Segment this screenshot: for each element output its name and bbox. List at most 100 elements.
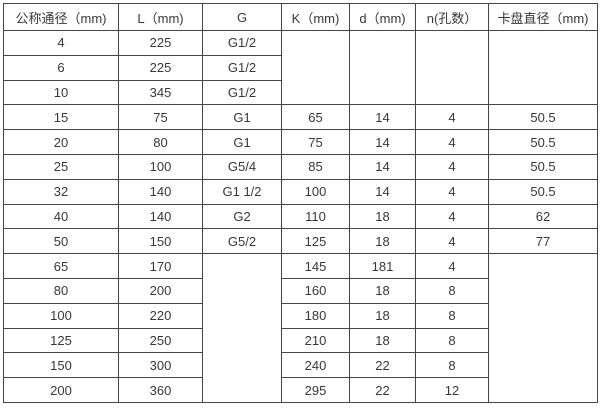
cell-L: 360 — [118, 377, 203, 403]
cell-K: 100 — [281, 178, 350, 205]
cell-n: 8 — [415, 327, 489, 354]
cell-K: 75 — [281, 129, 350, 155]
cell-nominal: 20 — [3, 129, 119, 155]
cell-L: 220 — [118, 302, 203, 329]
cell-n: 4 — [415, 228, 489, 255]
header-row: 公称通径（mm) L（mm) G K（mm) d（mm) n(孔数） 卡盘直径（… — [3, 3, 598, 31]
cell-L: 300 — [118, 352, 203, 379]
cell-nominal: 4 — [3, 30, 119, 56]
cell-L: 100 — [118, 153, 203, 180]
cell-K: 145 — [281, 253, 350, 279]
cell-G: G1/2 — [202, 30, 282, 56]
cell-nominal: 50 — [3, 228, 119, 255]
table-row: 50 150 G5/2 125 18 4 77 — [3, 228, 598, 255]
cell-K: 65 — [281, 104, 350, 131]
cell-G: G5/4 — [202, 153, 282, 180]
table-row: 6 225 G1/2 — [3, 54, 598, 81]
cell-L: 140 — [118, 178, 203, 205]
cell-d: 18 — [349, 327, 416, 354]
table-row: 40 140 G2 110 18 4 62 — [3, 203, 598, 230]
empty-merged-cell-chuck — [488, 29, 598, 106]
cell-n: 8 — [415, 277, 489, 304]
cell-nominal: 6 — [3, 54, 119, 81]
cell-nominal: 150 — [3, 352, 119, 379]
cell-L: 200 — [118, 277, 203, 304]
col-header-n-holes: n(孔数） — [415, 3, 489, 31]
cell-chuck: 50.5 — [488, 104, 598, 131]
cell-L: 170 — [118, 253, 203, 279]
cell-L: 250 — [118, 327, 203, 354]
table-row: 15 75 G1 65 14 4 50.5 — [3, 104, 598, 131]
cell-n: 4 — [415, 203, 489, 230]
cell-n: 4 — [415, 129, 489, 155]
cell-n: 8 — [415, 352, 489, 379]
cell-chuck: 50.5 — [488, 153, 598, 180]
cell-d: 14 — [349, 129, 416, 155]
table-row: 10 345 G1/2 — [3, 79, 598, 106]
table-row: 20 80 G1 75 14 4 50.5 — [3, 129, 598, 155]
cell-nominal: 25 — [3, 153, 119, 180]
cell-K: 85 — [281, 153, 350, 180]
cell-L: 75 — [118, 104, 203, 131]
cell-chuck: 77 — [488, 228, 598, 255]
cell-G: G2 — [202, 203, 282, 230]
cell-L: 345 — [118, 79, 203, 106]
cell-K: 160 — [281, 277, 350, 304]
cell-d: 18 — [349, 302, 416, 329]
col-header-chuck-diameter: 卡盘直径（mm) — [488, 3, 598, 31]
cell-nominal: 100 — [3, 302, 119, 329]
cell-nominal: 65 — [3, 253, 119, 279]
cell-K: 125 — [281, 228, 350, 255]
table-row: 32 140 G1 1/2 100 14 4 50.5 — [3, 178, 598, 205]
cell-d: 18 — [349, 228, 416, 255]
cell-G: G1/2 — [202, 54, 282, 81]
empty-merged-cell-G — [202, 253, 282, 403]
spec-table: 公称通径（mm) L（mm) G K（mm) d（mm) n(孔数） 卡盘直径（… — [3, 3, 598, 403]
cell-nominal: 10 — [3, 79, 119, 106]
cell-n: 12 — [415, 377, 489, 403]
cell-d: 181 — [349, 253, 416, 279]
cell-chuck: 50.5 — [488, 129, 598, 155]
cell-nominal: 80 — [3, 277, 119, 304]
col-header-d: d（mm) — [349, 3, 416, 31]
empty-merged-cell-n — [415, 29, 489, 106]
cell-L: 225 — [118, 30, 203, 56]
cell-d: 18 — [349, 203, 416, 230]
cell-d: 22 — [349, 352, 416, 379]
cell-nominal: 40 — [3, 203, 119, 230]
cell-d: 14 — [349, 178, 416, 205]
table-row: 100 220 180 18 8 — [3, 302, 598, 329]
cell-d: 14 — [349, 153, 416, 180]
cell-n: 4 — [415, 104, 489, 131]
cell-K: 110 — [281, 203, 350, 230]
table-row: 125 250 210 18 8 — [3, 327, 598, 354]
empty-merged-cell-d — [349, 29, 416, 106]
cell-G: G1 — [202, 129, 282, 155]
col-header-K: K（mm) — [281, 3, 350, 31]
cell-G: G1 — [202, 104, 282, 131]
cell-n: 4 — [415, 153, 489, 180]
col-header-G: G — [202, 3, 282, 31]
cell-chuck: 50.5 — [488, 178, 598, 205]
cell-nominal: 32 — [3, 178, 119, 205]
cell-nominal: 15 — [3, 104, 119, 131]
col-header-nominal-diameter: 公称通径（mm) — [3, 3, 119, 31]
cell-d: 22 — [349, 377, 416, 403]
table-row: 65 170 145 181 4 — [3, 253, 598, 403]
table-row: 25 100 G5/4 85 14 4 50.5 — [3, 153, 598, 180]
table-row: 4 225 G1/2 — [3, 29, 598, 106]
cell-G: G5/2 — [202, 228, 282, 255]
cell-K: 295 — [281, 377, 350, 403]
cell-K: 180 — [281, 302, 350, 329]
cell-K: 210 — [281, 327, 350, 354]
empty-merged-cell-chuck-bottom — [488, 253, 598, 403]
cell-chuck: 62 — [488, 203, 598, 230]
cell-d: 14 — [349, 104, 416, 131]
cell-L: 150 — [118, 228, 203, 255]
cell-nominal: 125 — [3, 327, 119, 354]
cell-K: 240 — [281, 352, 350, 379]
cell-G: G1/2 — [202, 79, 282, 106]
cell-n: 4 — [415, 178, 489, 205]
cell-n: 4 — [415, 253, 489, 279]
